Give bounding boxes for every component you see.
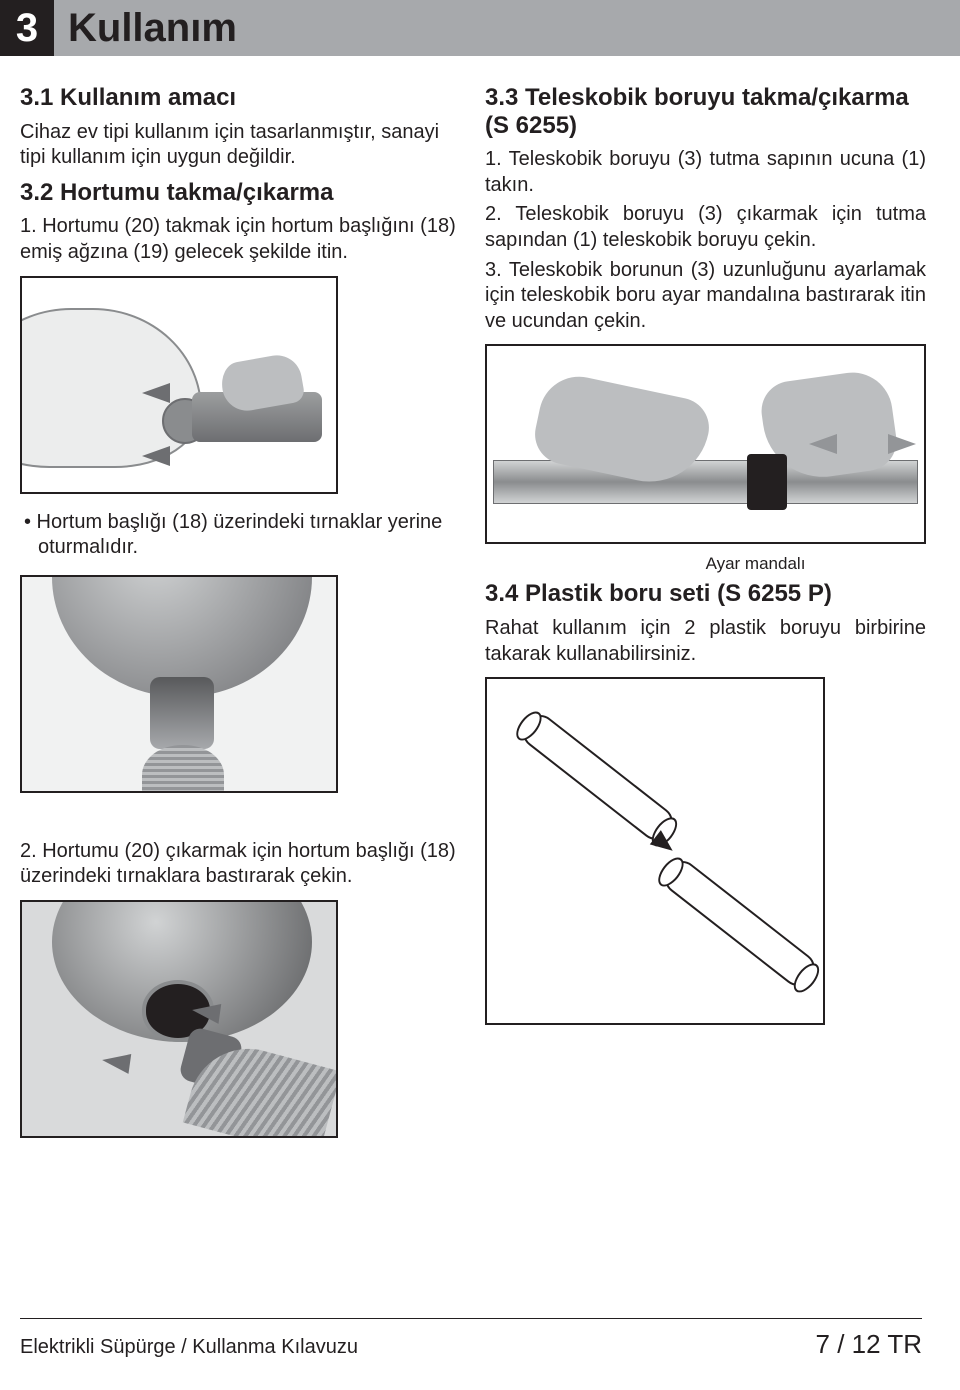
page-footer: Elektrikli Süpürge / Kullanma Kılavuzu 7…	[0, 1318, 960, 1360]
bullet-3-2: • Hortum başlığı (18) üzerindeki tırnakl…	[20, 510, 461, 561]
footer-page-number: 7 / 12 TR	[816, 1329, 922, 1360]
figure-telescopic	[485, 344, 926, 544]
footer-rule	[20, 1318, 922, 1319]
section-number: 3	[0, 0, 54, 56]
heading-3-4: 3.4 Plastik boru seti (S 6255 P)	[485, 580, 926, 608]
item-3-3-3: 3. Teleskobik borunun (3) uzunluğunu aya…	[485, 258, 926, 335]
item-3-2-2: 2. Hortumu (20) çıkarmak için hortum baş…	[20, 839, 461, 890]
heading-3-3: 3.3 Teleskobik boruyu takma/çıkarma (S 6…	[485, 84, 926, 139]
footer-left-text: Elektrikli Süpürge / Kullanma Kılavuzu	[20, 1336, 358, 1359]
item-3-3-2: 2. Teleskobik boruyu (3) çıkarmak için t…	[485, 202, 926, 253]
heading-3-2: 3.2 Hortumu takma/çıkarma	[20, 179, 461, 207]
text-3-1: Cihaz ev tipi kullanım için tasarlanmışt…	[20, 120, 461, 171]
text-3-4: Rahat kullanım için 2 plastik boruyu bir…	[485, 616, 926, 667]
heading-3-1: 3.1 Kullanım amacı	[20, 84, 461, 112]
figure-hose-attach	[20, 276, 338, 494]
caption-ayar-mandali: Ayar mandalı	[585, 554, 926, 574]
figure-hose-detach	[20, 900, 338, 1138]
item-3-2-1: 1. Hortumu (20) takmak için hortum başlı…	[20, 214, 461, 265]
content-columns: 3.1 Kullanım amacı Cihaz ev tipi kullanı…	[0, 78, 960, 1154]
item-3-3-1: 1. Teleskobik boruyu (3) tutma sapının u…	[485, 147, 926, 198]
section-header: 3 Kullanım	[0, 0, 960, 56]
left-column: 3.1 Kullanım amacı Cihaz ev tipi kullanı…	[20, 78, 461, 1154]
right-column: 3.3 Teleskobik boruyu takma/çıkarma (S 6…	[485, 78, 926, 1154]
figure-plastic-tubes	[485, 677, 825, 1025]
section-title: Kullanım	[54, 0, 960, 56]
figure-hose-tabs	[20, 575, 338, 793]
